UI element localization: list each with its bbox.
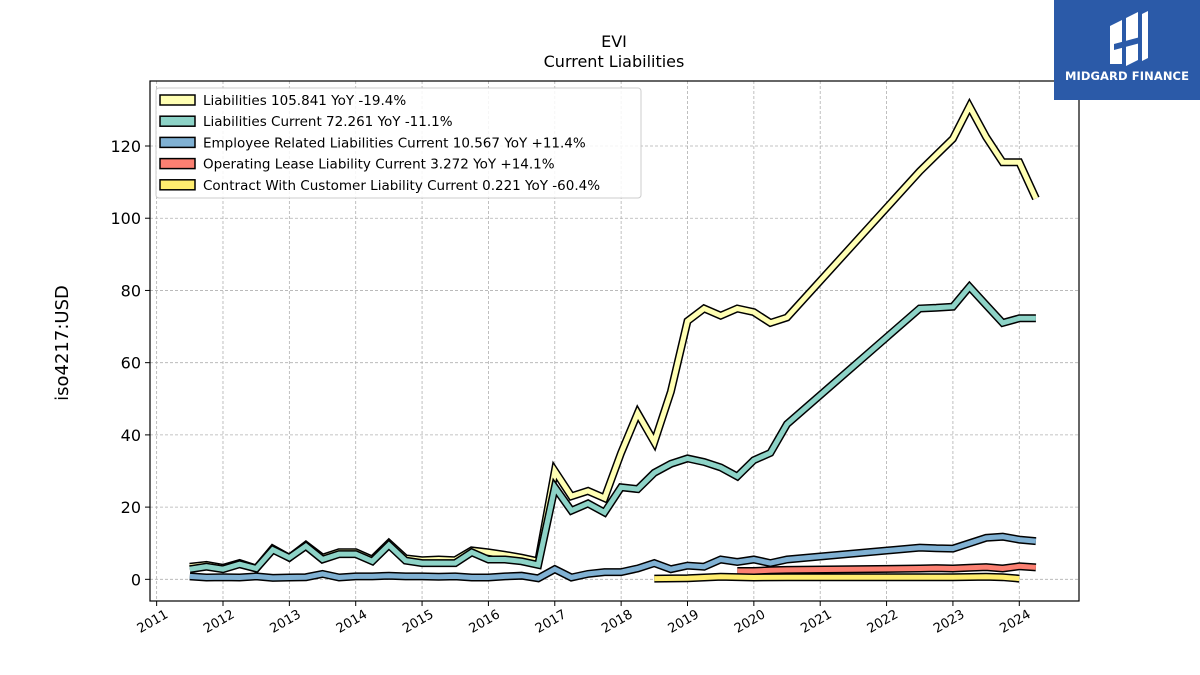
y-tick-label: 40 [121, 426, 141, 445]
plot-frame [149, 80, 1080, 602]
x-tick-label: 2023 [931, 607, 967, 637]
y-tick-label: 60 [121, 354, 141, 373]
x-tick-label: 2024 [997, 607, 1033, 637]
x-tick-label: 2017 [533, 607, 569, 637]
chart-title: EVI [601, 32, 627, 51]
midgard-logo-icon [1110, 11, 1148, 66]
series-line-3 [189, 534, 1037, 581]
x-tick-label: 2012 [201, 607, 237, 637]
x-tick-label: 2022 [865, 607, 901, 637]
y-tick-label: 0 [131, 570, 141, 589]
x-tick-label: 2011 [135, 607, 171, 637]
x-tick-label: 2014 [334, 607, 370, 637]
y-axis-label: iso4217:USD [52, 285, 73, 401]
midgard-finance-logo: MIDGARD FINANCE [1054, 0, 1200, 100]
chart-subtitle: Current Liabilities [544, 52, 685, 71]
x-tick-label: 2019 [666, 607, 702, 637]
legend: Liabilities 105.841 YoY -19.4% Liabilitie… [155, 87, 642, 199]
legend-entry: Contract With Customer Liability Current… [203, 178, 600, 194]
legend-entry: Liabilities Current 72.261 YoY -11.1% [203, 114, 453, 130]
x-tick-label: 2018 [599, 607, 635, 637]
series-line-4 [737, 563, 1037, 574]
x-tick-label: 2020 [732, 607, 768, 637]
series-outline [189, 280, 1036, 574]
x-tick-label: 2021 [798, 607, 834, 637]
legend-swatch [159, 136, 196, 149]
series-lines [189, 97, 1040, 583]
x-tick-label: 2016 [467, 607, 503, 637]
y-tick-label: 20 [121, 498, 141, 517]
legend-swatch [159, 115, 196, 127]
axis-ticks: 0 20 40 60 80 100 120 2011 2012 2013 2014 2015 2016 2… [110, 137, 1033, 637]
legend-entry: Liabilities 105.841 YoY -19.4% [203, 93, 406, 109]
legend-entry: Operating Lease Liability Current 3.272 … [203, 157, 555, 173]
y-tick-label: 100 [110, 209, 141, 228]
x-tick-label: 2015 [400, 607, 436, 637]
series-line-5 [654, 574, 1020, 582]
y-tick-label: 120 [110, 137, 141, 156]
legend-swatch [159, 94, 196, 106]
series-line-2 [189, 283, 1036, 572]
x-tick-label: 2013 [268, 607, 304, 637]
y-tick-label: 80 [121, 281, 141, 300]
legend-swatch [159, 157, 196, 170]
legend-box [155, 87, 642, 199]
brand-name: MIDGARD FINANCE [1064, 69, 1190, 83]
legend-swatch [159, 179, 196, 191]
legend-entry: Employee Related Liabilities Current 10.… [203, 135, 586, 151]
